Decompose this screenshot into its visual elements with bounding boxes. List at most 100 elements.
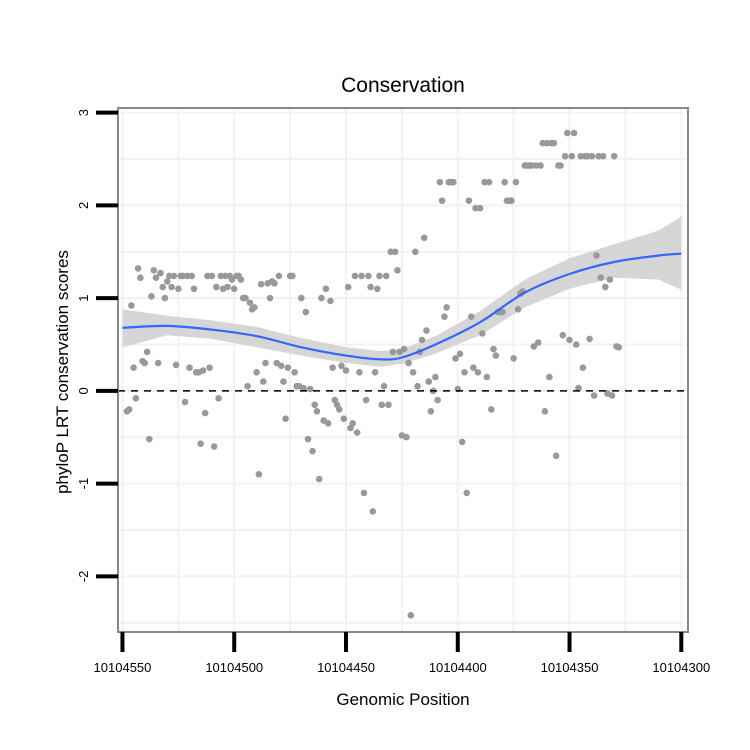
data-point [420, 234, 428, 242]
data-point [134, 265, 142, 272]
scatter-points-layer [118, 129, 688, 619]
data-point [315, 475, 323, 483]
data-point [432, 373, 439, 381]
data-point [394, 267, 401, 274]
data-point [342, 367, 350, 374]
data-point [376, 272, 383, 280]
data-point [206, 364, 213, 372]
data-point [385, 401, 392, 409]
data-point [546, 373, 553, 381]
data-point [537, 162, 544, 169]
y-axis: -2 -1 0 1 2 3 [76, 109, 118, 582]
data-point [208, 272, 216, 280]
data-point [360, 489, 368, 497]
data-point [568, 152, 576, 160]
data-point [168, 283, 175, 291]
x-tick-label: 10104500 [205, 660, 263, 675]
data-point [367, 283, 374, 291]
data-point [291, 369, 298, 376]
data-point [128, 302, 135, 309]
data-point [463, 489, 471, 497]
data-point [559, 331, 567, 339]
data-point [467, 313, 475, 321]
y-tick-label: 1 [76, 294, 91, 301]
data-point [277, 362, 285, 370]
x-axis: 10104550 10104500 10104450 10104400 10104350… [94, 632, 710, 675]
panel-border [117, 107, 689, 633]
data-point [257, 280, 265, 288]
data-point [552, 452, 560, 460]
data-point [338, 362, 345, 370]
data-point [590, 392, 598, 399]
data-point [434, 396, 441, 404]
data-point [255, 471, 263, 478]
data-point [365, 272, 372, 280]
data-point [349, 420, 357, 427]
data-point [353, 429, 361, 436]
data-point [492, 352, 500, 359]
data-point [579, 364, 587, 372]
data-point [483, 373, 491, 381]
data-point [414, 382, 421, 390]
data-point [152, 274, 160, 282]
data-point [150, 267, 158, 274]
data-point [251, 304, 258, 311]
data-point [197, 440, 204, 448]
data-point [141, 359, 149, 367]
data-point [148, 293, 155, 300]
data-point [284, 364, 292, 372]
data-point [490, 345, 497, 353]
data-point [479, 330, 486, 337]
y-tick-label: 3 [76, 109, 91, 116]
data-point [608, 392, 616, 399]
data-point [356, 369, 363, 376]
data-point [322, 285, 330, 293]
data-point [575, 384, 582, 392]
data-point [210, 443, 218, 450]
data-point [130, 364, 137, 372]
data-point [253, 369, 260, 376]
loess-smooth-line [122, 252, 682, 361]
data-point [159, 283, 166, 291]
data-point [340, 415, 348, 423]
data-point [157, 269, 164, 277]
x-tick-label: 10104350 [541, 660, 599, 675]
data-point [456, 350, 464, 358]
data-point [344, 283, 352, 291]
data-point [534, 339, 542, 346]
data-point [450, 178, 457, 186]
data-point [175, 285, 182, 293]
data-point [154, 359, 162, 367]
data-point [215, 395, 222, 402]
data-point [311, 401, 319, 409]
data-point [599, 152, 607, 160]
data-point [380, 382, 388, 390]
data-point [329, 364, 336, 372]
data-point [260, 378, 267, 385]
data-point [146, 435, 153, 443]
data-point [298, 294, 305, 302]
x-tick-label: 10104450 [317, 660, 375, 675]
data-point [407, 612, 415, 619]
data-point [409, 369, 417, 376]
data-point [588, 152, 596, 160]
data-point [436, 178, 444, 186]
data-point [586, 335, 593, 343]
data-point [610, 152, 618, 160]
data-point [237, 276, 245, 283]
data-point [300, 384, 307, 392]
data-point [508, 197, 515, 204]
chart-title: Conservation [341, 74, 465, 97]
data-point [246, 299, 254, 307]
data-point [181, 398, 189, 406]
data-point [443, 304, 450, 311]
data-point [561, 152, 569, 160]
data-point [324, 420, 332, 427]
data-point [306, 385, 314, 393]
data-point [382, 272, 390, 280]
data-point [566, 336, 573, 344]
data-point [304, 435, 312, 443]
data-point [137, 274, 144, 282]
data-point [369, 508, 377, 515]
data-point [602, 283, 609, 291]
